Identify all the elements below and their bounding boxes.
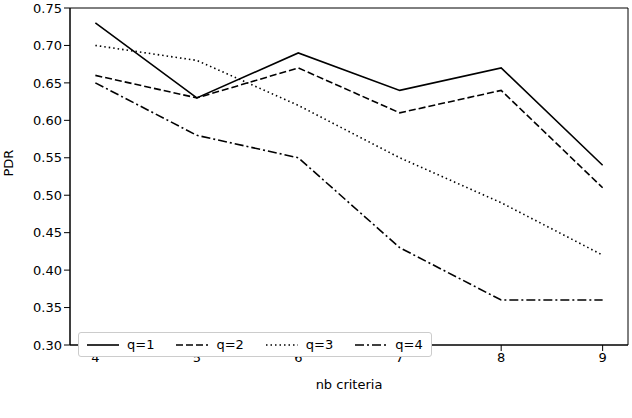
svg-text:5: 5 [193,350,201,365]
svg-text:0.70: 0.70 [33,38,62,53]
svg-text:0.65: 0.65 [33,76,62,91]
svg-text:nb criteria: nb criteria [316,377,383,392]
svg-text:4: 4 [91,350,99,365]
svg-text:0.45: 0.45 [33,225,62,240]
svg-text:PDR: PDR [8,150,16,177]
svg-text:0.35: 0.35 [33,300,62,315]
svg-text:0.55: 0.55 [33,150,62,165]
html-text:q=4: q=4 [395,337,423,352]
svg-text:0.50: 0.50 [33,188,62,203]
svg-text:0.60: 0.60 [33,113,62,128]
html-text:q=1: q=1 [127,337,155,352]
svg-text:8: 8 [497,350,505,365]
svg-text:0.30: 0.30 [33,338,62,353]
svg-text:7: 7 [396,350,404,365]
svg-text:0.75: 0.75 [33,1,62,16]
svg-text:9: 9 [598,350,606,365]
html-text:q=2: q=2 [216,337,244,352]
html-text:q=3: q=3 [305,337,334,352]
svg-text:0.40: 0.40 [33,263,62,278]
svg-text:6: 6 [294,350,302,365]
